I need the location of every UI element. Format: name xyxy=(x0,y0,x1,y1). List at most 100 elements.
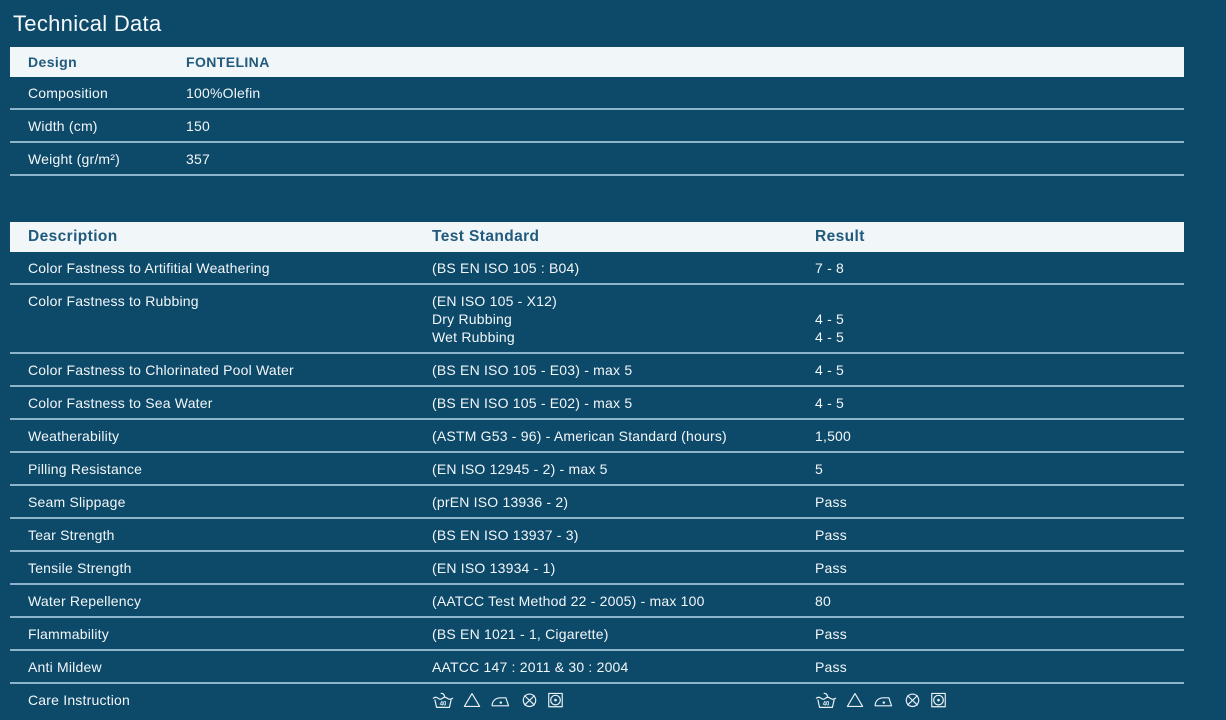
test-description: Tear Strength xyxy=(28,527,115,543)
test-standard: AATCC 147 : 2011 & 30 : 2004 xyxy=(432,658,815,676)
standard-line: AATCC 147 : 2011 & 30 : 2004 xyxy=(432,659,629,675)
result-line: 4 - 5 xyxy=(815,329,845,345)
spec-row: Weight (gr/m²) 357 xyxy=(10,143,1184,176)
test-standard: (EN ISO 105 - X12) Dry Rubbing Wet Rubbing xyxy=(432,292,815,346)
standard-line: (prEN ISO 13936 - 2) xyxy=(432,494,569,510)
test-result: Pass xyxy=(815,658,1184,676)
test-table-header: Description Test Standard Result xyxy=(10,222,1184,252)
iron-icon xyxy=(873,692,895,708)
test-row: Color Fastness to Artifitial Weathering (… xyxy=(10,252,1184,285)
spec-value: 357 xyxy=(186,150,210,167)
test-standard: (BS EN ISO 105 - E02) - max 5 xyxy=(432,394,815,412)
column-header-description: Description xyxy=(28,228,118,245)
standard-line: (BS EN ISO 13937 - 3) xyxy=(432,527,579,543)
column-header-test-standard: Test Standard xyxy=(432,228,540,245)
do-not-dryclean-icon xyxy=(904,692,921,708)
test-row: Tensile Strength (EN ISO 13934 - 1) Pass xyxy=(10,552,1184,585)
standard-line: (BS EN ISO 105 - E03) - max 5 xyxy=(432,362,633,378)
result-line: Pass xyxy=(815,527,847,543)
test-standard: (AATCC Test Method 22 - 2005) - max 100 xyxy=(432,592,815,610)
result-line: 4 - 5 xyxy=(815,311,845,327)
tumble-dry-icon xyxy=(547,692,564,708)
standard-line: Dry Rubbing xyxy=(432,311,513,327)
spec-label: Weight (gr/m²) xyxy=(28,150,120,167)
test-row: Anti Mildew AATCC 147 : 2011 & 30 : 2004 P… xyxy=(10,651,1184,684)
spec-value: 150 xyxy=(186,117,210,134)
bleach-triangle-icon xyxy=(846,692,864,708)
test-standard: (EN ISO 13934 - 1) xyxy=(432,559,815,577)
test-description: Seam Slippage xyxy=(28,494,126,510)
test-description: Weatherability xyxy=(28,428,120,444)
test-standard: (BS EN ISO 105 : B04) xyxy=(432,259,815,277)
result-line: 4 - 5 xyxy=(815,362,845,378)
test-result: 7 - 8 xyxy=(815,259,1184,277)
test-result: 80 xyxy=(815,592,1184,610)
test-result: Pass xyxy=(815,559,1184,577)
test-standard: (BS EN ISO 13937 - 3) xyxy=(432,526,815,544)
svg-text:40: 40 xyxy=(823,701,830,707)
test-row: Water Repellency (AATCC Test Method 22 - … xyxy=(10,585,1184,618)
result-line: 4 - 5 xyxy=(815,395,845,411)
test-description: Color Fastness to Artifitial Weathering xyxy=(28,260,270,276)
standard-line: Wet Rubbing xyxy=(432,329,515,345)
test-result: 4 - 5 xyxy=(815,361,1184,379)
test-standard: 40 xyxy=(432,691,815,709)
spec-row: Width (cm) 150 xyxy=(10,110,1184,143)
handwash-40-icon: 40 xyxy=(432,692,454,709)
standard-line: (ASTM G53 - 96) - American Standard (hou… xyxy=(432,428,727,444)
spec-value: 100%Olefin xyxy=(186,84,261,101)
result-line: Pass xyxy=(815,560,847,576)
test-standard: (ASTM G53 - 96) - American Standard (hou… xyxy=(432,427,815,445)
tumble-dry-icon xyxy=(930,692,947,708)
test-row: Flammability (BS EN 1021 - 1, Cigarette) P… xyxy=(10,618,1184,651)
test-standard: (BS EN ISO 105 - E03) - max 5 xyxy=(432,361,815,379)
test-description: Anti Mildew xyxy=(28,659,102,675)
test-description: Color Fastness to Rubbing xyxy=(28,293,199,309)
test-result: 4 - 5 xyxy=(815,394,1184,412)
test-table: Description Test Standard Result Color F… xyxy=(10,222,1184,715)
result-line: Pass xyxy=(815,494,847,510)
result-line: Pass xyxy=(815,626,847,642)
test-standard: (prEN ISO 13936 - 2) xyxy=(432,493,815,511)
test-description: Color Fastness to Sea Water xyxy=(28,395,213,411)
result-line: 5 xyxy=(815,461,823,477)
do-not-dryclean-icon xyxy=(521,692,538,708)
test-row: Pilling Resistance (EN ISO 12945 - 2) - m… xyxy=(10,453,1184,486)
column-header-result: Result xyxy=(815,228,865,245)
standard-line: (BS EN ISO 105 - E02) - max 5 xyxy=(432,395,633,411)
test-result: 4 - 5 4 - 5 xyxy=(815,292,1184,346)
spec-row: Design FONTELINA xyxy=(10,47,1184,77)
test-description: Tensile Strength xyxy=(28,560,132,576)
result-line: 7 - 8 xyxy=(815,260,845,276)
spec-table-body: Design FONTELINA Composition 100%Olefin Widt… xyxy=(10,47,1184,176)
test-result: Pass xyxy=(815,625,1184,643)
spec-label: Width (cm) xyxy=(28,117,98,134)
standard-line: (EN ISO 105 - X12) xyxy=(432,293,557,309)
spec-table: Design FONTELINA Composition 100%Olefin Widt… xyxy=(10,47,1184,176)
spec-value: FONTELINA xyxy=(186,54,270,70)
test-row: Color Fastness to Sea Water (BS EN ISO 10… xyxy=(10,387,1184,420)
care-instruction-icons: 40 xyxy=(815,691,1184,709)
page-title: Technical Data xyxy=(13,11,162,36)
test-row: Tear Strength (BS EN ISO 13937 - 3) Pass xyxy=(10,519,1184,552)
test-result: 40 xyxy=(815,691,1184,709)
spec-row: Composition 100%Olefin xyxy=(10,77,1184,110)
test-result: Pass xyxy=(815,526,1184,544)
test-description: Color Fastness to Chlorinated Pool Water xyxy=(28,362,294,378)
result-line: Pass xyxy=(815,659,847,675)
standard-line: (AATCC Test Method 22 - 2005) - max 100 xyxy=(432,593,705,609)
spec-label: Design xyxy=(28,54,78,70)
test-row: Seam Slippage (prEN ISO 13936 - 2) Pass xyxy=(10,486,1184,519)
test-result: 5 xyxy=(815,460,1184,478)
iron-icon xyxy=(490,692,512,708)
handwash-40-icon: 40 xyxy=(815,692,837,709)
test-description: Water Repellency xyxy=(28,593,142,609)
test-description: Pilling Resistance xyxy=(28,461,143,477)
test-row: Care Instruction 40 xyxy=(10,684,1184,715)
result-line xyxy=(815,292,1184,310)
standard-line: (BS EN ISO 105 : B04) xyxy=(432,260,580,276)
spec-label: Composition xyxy=(28,84,109,101)
bleach-triangle-icon xyxy=(463,692,481,708)
standard-line: (EN ISO 12945 - 2) - max 5 xyxy=(432,461,608,477)
test-table-body: Color Fastness to Artifitial Weathering (… xyxy=(10,252,1184,715)
